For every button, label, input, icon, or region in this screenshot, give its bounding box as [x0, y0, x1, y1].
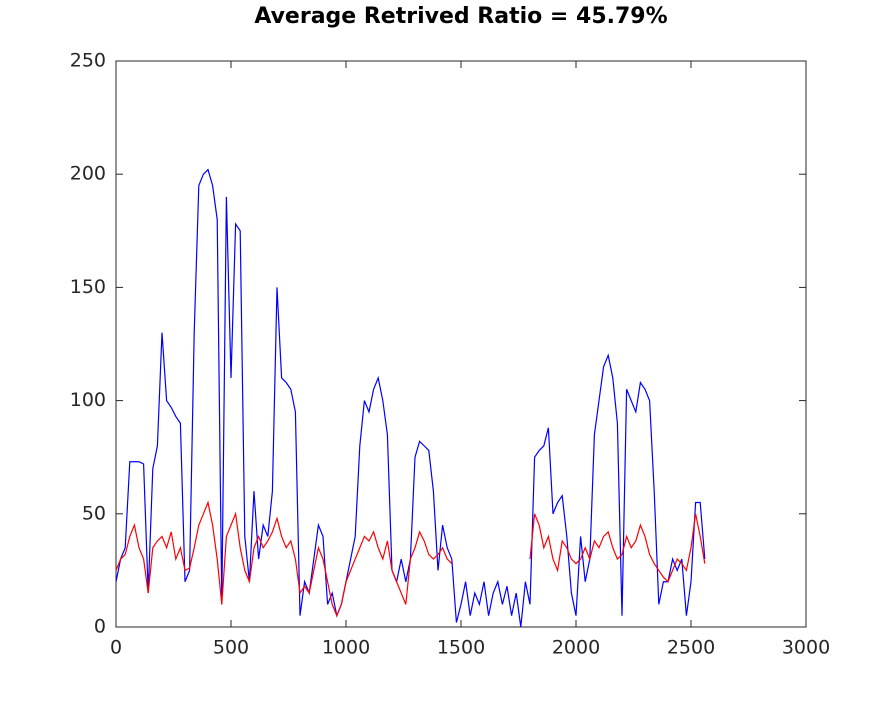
x-tick-label: 1000	[322, 637, 370, 659]
y-tick-label: 200	[70, 163, 106, 185]
x-tick-label: 2500	[667, 637, 715, 659]
y-tick-label: 0	[94, 616, 106, 638]
x-tick-label: 2000	[552, 637, 600, 659]
plot-area	[115, 60, 807, 628]
y-tick-label: 250	[70, 50, 106, 72]
y-tick-label: 100	[70, 389, 106, 411]
y-tick-label: 150	[70, 276, 106, 298]
y-tick-label: 50	[82, 502, 106, 524]
x-tick-label: 1500	[437, 637, 485, 659]
line-series	[115, 500, 706, 618]
x-tick-label: 500	[213, 637, 249, 659]
x-tick-label: 0	[110, 637, 122, 659]
x-tick-label: 3000	[782, 637, 830, 659]
chart-title: Average Retrived Ratio = 45.79%	[254, 4, 667, 29]
